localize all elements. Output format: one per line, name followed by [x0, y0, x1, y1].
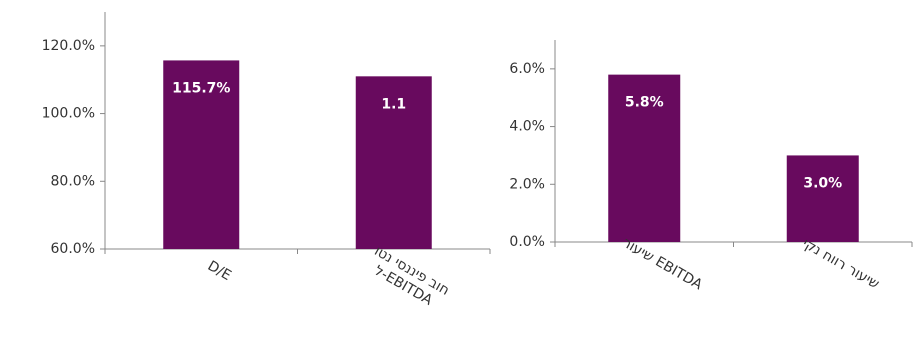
- value-label: 1.1: [381, 96, 406, 112]
- y-tick-label: 60.0%: [51, 241, 95, 257]
- x-tick-label: D/E: [205, 258, 234, 284]
- x-tick-label: שיעור EBITDA: [620, 235, 706, 294]
- bar: [786, 155, 859, 242]
- value-label: 115.7%: [172, 80, 230, 96]
- bar: [608, 74, 681, 242]
- y-tick-label: 120.0%: [42, 38, 95, 54]
- y-tick-label: 4.0%: [509, 119, 545, 135]
- y-tick-label: 100.0%: [42, 106, 95, 122]
- y-tick-label: 0.0%: [509, 234, 545, 250]
- y-tick-label: 6.0%: [509, 61, 545, 77]
- bar: [163, 60, 240, 250]
- bar: [355, 76, 432, 249]
- value-label: 5.8%: [625, 95, 664, 111]
- y-tick-label: 2.0%: [509, 176, 545, 192]
- x-tick-label: שיעור רווח נקי: [800, 236, 882, 293]
- value-label: 3.0%: [803, 175, 842, 191]
- y-tick-label: 80.0%: [51, 173, 95, 189]
- x-tick-label: חוב פיננסי נטול-EBITDA: [363, 243, 452, 313]
